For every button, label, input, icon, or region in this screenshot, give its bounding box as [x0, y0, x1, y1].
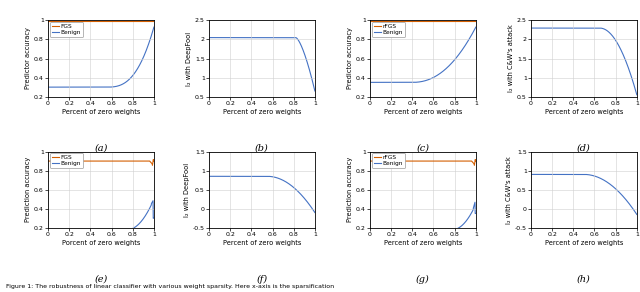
- X-axis label: Percent of zero weights: Percent of zero weights: [384, 109, 462, 114]
- Y-axis label: Predictor accuracy: Predictor accuracy: [25, 28, 31, 89]
- Text: (f): (f): [257, 275, 268, 284]
- Text: (a): (a): [94, 144, 108, 153]
- Text: (h): (h): [577, 275, 591, 284]
- X-axis label: Porcent of zero weights: Porcent of zero weights: [62, 240, 140, 246]
- Legend: rFGS, Benign: rFGS, Benign: [372, 22, 405, 37]
- X-axis label: Percent of zero weights: Percent of zero weights: [62, 109, 140, 114]
- Legend: FGS, Benign: FGS, Benign: [50, 22, 83, 37]
- Y-axis label: l₂ with C&W's attack: l₂ with C&W's attack: [508, 25, 514, 93]
- X-axis label: Percent of zero weights: Percent of zero weights: [545, 109, 623, 114]
- X-axis label: Percent of zero weights: Percent of zero weights: [545, 240, 623, 246]
- Y-axis label: l₂ with C&W's attack: l₂ with C&W's attack: [506, 156, 512, 223]
- Text: (d): (d): [577, 144, 591, 153]
- Y-axis label: Prediction accuracy: Prediction accuracy: [25, 157, 31, 222]
- X-axis label: Percent of zero weights: Percent of zero weights: [223, 240, 301, 246]
- Y-axis label: Predictor accuracy: Predictor accuracy: [347, 28, 353, 89]
- Y-axis label: l₂ with DeepFool: l₂ with DeepFool: [186, 32, 192, 86]
- Y-axis label: Prediction accuracy: Prediction accuracy: [347, 157, 353, 222]
- Legend: FGS, Benign: FGS, Benign: [50, 153, 83, 168]
- X-axis label: Percent of zero weights: Percent of zero weights: [384, 240, 462, 246]
- Text: (c): (c): [417, 144, 429, 153]
- Y-axis label: l₂ with DeepFool: l₂ with DeepFool: [184, 163, 190, 217]
- Text: (g): (g): [416, 275, 429, 284]
- Text: (e): (e): [94, 275, 108, 284]
- X-axis label: Percent of zero weights: Percent of zero weights: [223, 109, 301, 114]
- Text: Figure 1: The robustness of linear classifier with various weight sparsity. Here: Figure 1: The robustness of linear class…: [6, 284, 335, 289]
- Text: (b): (b): [255, 144, 269, 153]
- Legend: rFGS, Benign: rFGS, Benign: [372, 153, 405, 168]
